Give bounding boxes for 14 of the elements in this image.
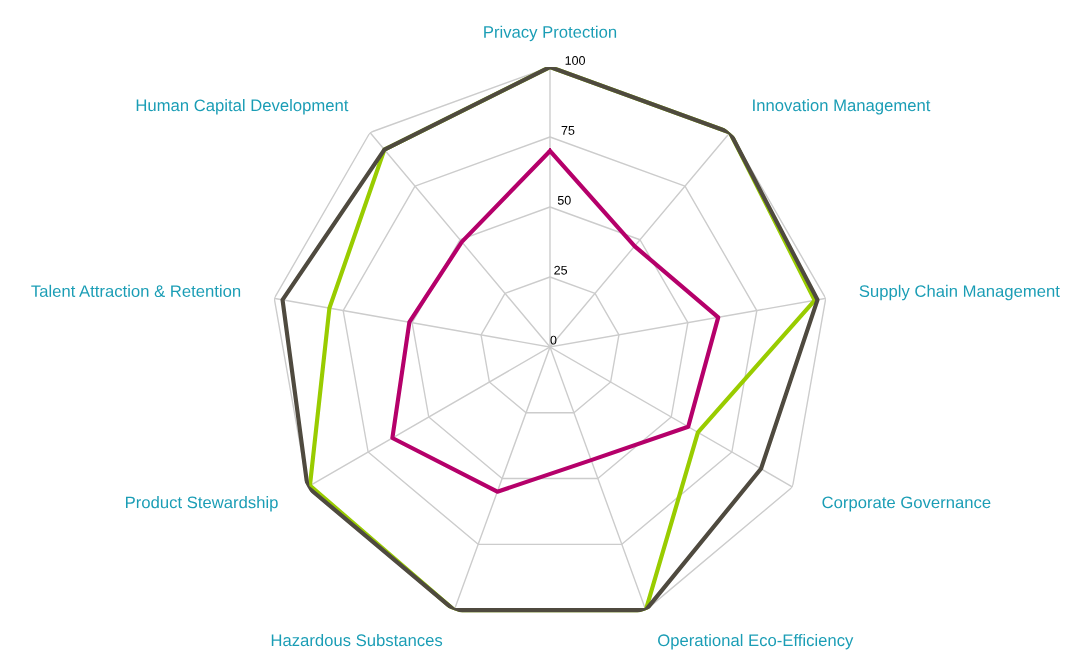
spoke-label: Product Stewardship xyxy=(126,496,278,512)
spoke-label: Privacy Protection xyxy=(484,25,617,42)
spoke-label: Human Capital Development xyxy=(136,99,349,115)
spoke-label: Talent Attraction & Retention xyxy=(31,284,241,298)
y-tick-label: 25 xyxy=(554,265,568,275)
spoke-label: Corporate Governance xyxy=(822,496,991,512)
y-tick-label: 75 xyxy=(561,126,575,135)
spoke-label: Operational Eco-Efficiency xyxy=(658,633,854,650)
spoke-label: Supply Chain Management xyxy=(859,284,1060,301)
spoke-label: Innovation Management xyxy=(753,99,931,115)
y-tick-label: 0 xyxy=(550,335,557,345)
y-tick-label: 100 xyxy=(565,56,586,65)
y-tick-label: 50 xyxy=(557,195,571,205)
spoke-label: Hazardous Substances xyxy=(271,633,443,647)
